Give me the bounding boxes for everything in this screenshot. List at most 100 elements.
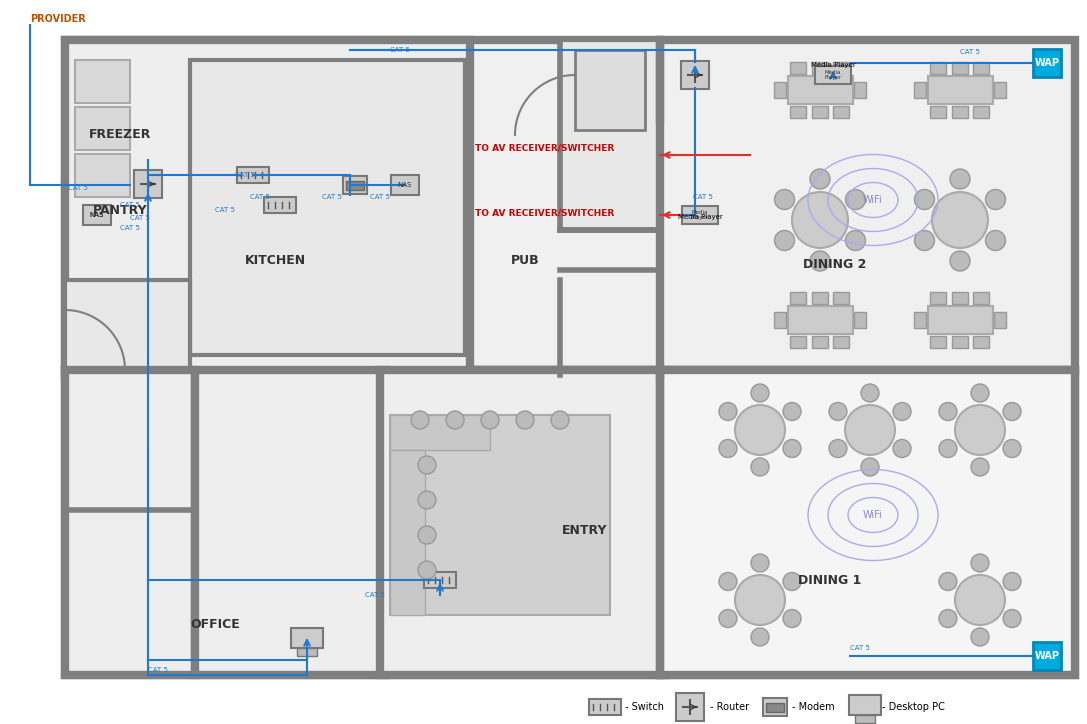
Circle shape	[810, 251, 830, 271]
Circle shape	[1003, 439, 1021, 458]
Text: CAT 5: CAT 5	[250, 194, 270, 200]
Text: WAP: WAP	[1035, 58, 1060, 68]
Bar	[237, 167, 268, 183]
Bar	[774, 312, 786, 328]
Bar	[815, 66, 851, 84]
Circle shape	[418, 491, 436, 509]
Bar	[391, 175, 418, 195]
Circle shape	[829, 403, 847, 421]
Bar	[134, 170, 162, 198]
Circle shape	[751, 384, 769, 402]
Text: CAT 5: CAT 5	[960, 49, 979, 55]
Text: OFFICE: OFFICE	[190, 618, 240, 631]
Bar	[928, 306, 994, 334]
Text: CAT 5: CAT 5	[370, 194, 390, 200]
Bar	[75, 107, 130, 150]
Circle shape	[894, 403, 911, 421]
Circle shape	[950, 169, 970, 189]
Bar	[994, 82, 1005, 98]
Text: CAT 5: CAT 5	[365, 592, 385, 598]
Text: FREEZER: FREEZER	[89, 128, 151, 141]
Bar	[1033, 49, 1061, 77]
Circle shape	[861, 384, 879, 402]
Circle shape	[482, 411, 499, 429]
Text: - Modem: - Modem	[792, 702, 835, 712]
Circle shape	[829, 439, 847, 458]
Bar	[973, 292, 989, 304]
Text: CAT 5: CAT 5	[120, 225, 140, 231]
Text: - Desktop PC: - Desktop PC	[882, 702, 945, 712]
Circle shape	[792, 192, 848, 248]
Text: CAT 5: CAT 5	[694, 194, 713, 200]
Circle shape	[751, 458, 769, 476]
Text: Media Player: Media Player	[677, 214, 723, 220]
Text: CAT 5: CAT 5	[120, 202, 140, 208]
Circle shape	[1003, 403, 1021, 421]
Circle shape	[955, 575, 1005, 625]
Circle shape	[719, 403, 737, 421]
Bar	[812, 336, 828, 348]
Circle shape	[783, 439, 801, 458]
Bar	[849, 695, 880, 715]
Text: PROVIDER: PROVIDER	[30, 14, 86, 24]
Bar	[660, 370, 1075, 675]
Text: Media
Player: Media Player	[691, 210, 709, 220]
Bar	[343, 176, 367, 194]
Text: Media Player: Media Player	[811, 62, 855, 68]
Circle shape	[719, 439, 737, 458]
Bar	[83, 205, 111, 225]
Bar	[1033, 642, 1061, 670]
Bar	[676, 693, 704, 721]
Circle shape	[971, 554, 989, 572]
Text: TO AV RECEIVER/SWITCHER: TO AV RECEIVER/SWITCHER	[475, 143, 614, 153]
Text: CAT 5: CAT 5	[850, 645, 870, 651]
Bar	[812, 292, 828, 304]
Circle shape	[939, 573, 957, 591]
Text: NAS: NAS	[398, 182, 412, 188]
Bar	[380, 370, 665, 675]
Circle shape	[411, 411, 429, 429]
Circle shape	[986, 230, 1005, 251]
Circle shape	[1003, 610, 1021, 628]
Bar	[75, 60, 130, 103]
Bar	[914, 82, 926, 98]
Circle shape	[719, 610, 737, 628]
Bar	[790, 336, 805, 348]
Circle shape	[418, 456, 436, 474]
Bar	[589, 699, 621, 715]
Bar	[930, 62, 946, 74]
Text: Media
Player: Media Player	[824, 70, 841, 80]
Text: WiFi: WiFi	[863, 510, 883, 520]
Text: KITCHEN: KITCHEN	[245, 253, 305, 266]
Circle shape	[939, 403, 957, 421]
Circle shape	[783, 610, 801, 628]
Text: NAS: NAS	[90, 212, 104, 218]
Text: DINING 1: DINING 1	[798, 573, 862, 586]
Circle shape	[775, 190, 795, 209]
Bar	[65, 40, 470, 375]
Text: NAS: NAS	[90, 212, 104, 218]
Text: WiFi: WiFi	[863, 195, 883, 205]
Bar	[952, 62, 969, 74]
Bar	[264, 197, 296, 213]
Bar	[65, 370, 1075, 675]
Text: - Router: - Router	[710, 702, 749, 712]
Bar	[973, 336, 989, 348]
Bar	[854, 82, 866, 98]
Text: DINING 2: DINING 2	[803, 258, 866, 272]
Circle shape	[914, 230, 935, 251]
Text: PANTRY: PANTRY	[92, 203, 148, 216]
Circle shape	[971, 628, 989, 646]
Circle shape	[932, 192, 988, 248]
Bar	[833, 292, 849, 304]
Circle shape	[939, 439, 957, 458]
Circle shape	[751, 554, 769, 572]
Bar	[390, 450, 425, 615]
Bar	[682, 206, 719, 224]
Bar	[65, 370, 195, 675]
Bar	[790, 292, 805, 304]
Circle shape	[1003, 573, 1021, 591]
Circle shape	[551, 411, 569, 429]
Circle shape	[971, 458, 989, 476]
Circle shape	[950, 251, 970, 271]
